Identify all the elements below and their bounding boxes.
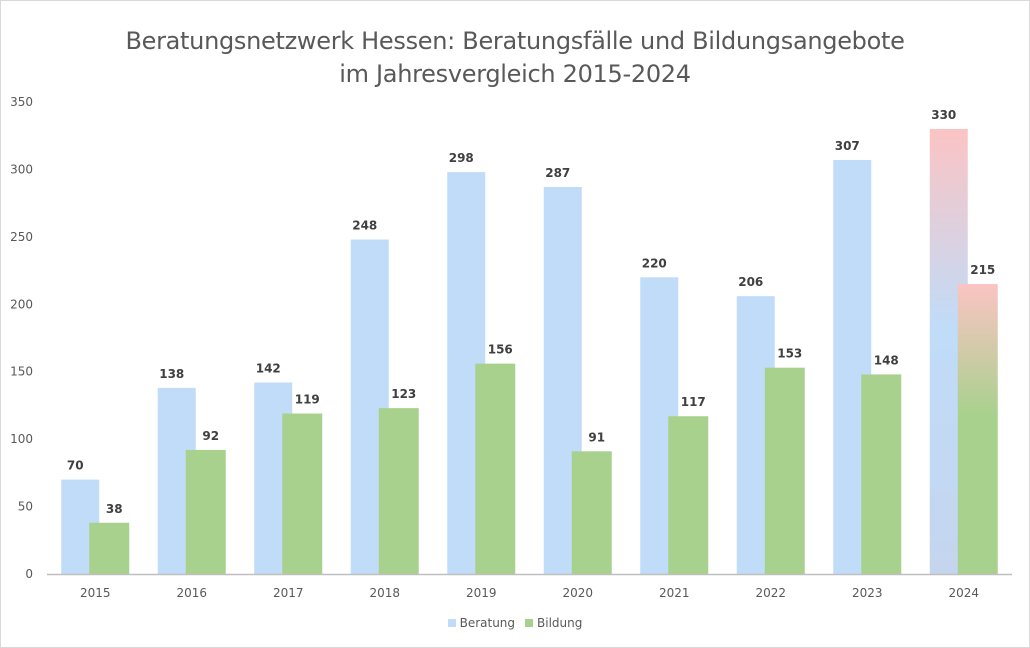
- chart-title-line-2: im Jahresvergleich 2015-2024: [339, 60, 691, 88]
- legend-swatch-bildung: [525, 619, 534, 627]
- x-tick-label-2017: 2017: [273, 586, 304, 600]
- bar-bildung-2016[interactable]: [185, 449, 226, 574]
- x-axis: 2015 2016 2017 2018 2019 2020 2021 2022 2023 2024: [47, 573, 1012, 600]
- bar-bildung-2018[interactable]: [378, 408, 419, 574]
- x-tick-label-2022: 2022: [755, 586, 786, 600]
- y-tick-label: 100: [10, 432, 33, 446]
- data-label-bildung-2015: 38: [106, 502, 123, 516]
- data-label-bildung-2024: 215: [970, 263, 995, 277]
- data-label-beratung-2023: 307: [835, 139, 860, 153]
- y-tick-label: 150: [10, 365, 33, 379]
- y-tick-label: 300: [10, 162, 33, 176]
- bar-bildung-2023[interactable]: [861, 374, 902, 574]
- bar-bildung-2021[interactable]: [668, 416, 709, 574]
- data-label-beratung-2022: 206: [738, 275, 763, 289]
- bar-bildung-2020[interactable]: [571, 451, 612, 574]
- data-label-beratung-2017: 142: [256, 362, 281, 376]
- x-tick-label-2023: 2023: [852, 586, 883, 600]
- data-label-beratung-2015: 70: [67, 459, 84, 473]
- bars: [61, 128, 998, 574]
- y-tick-label: 200: [10, 297, 33, 311]
- data-label-bildung-2016: 92: [202, 429, 219, 443]
- data-label-beratung-2018: 248: [352, 219, 377, 233]
- bar-bildung-2024[interactable]: [957, 284, 998, 574]
- data-label-bildung-2021: 117: [681, 395, 706, 409]
- x-tick-label-2024: 2024: [948, 586, 979, 600]
- legend: Beratung Bildung: [0, 616, 1030, 630]
- data-label-beratung-2020: 287: [545, 166, 570, 180]
- data-label-beratung-2021: 220: [642, 256, 667, 270]
- y-tick-label: 350: [10, 95, 33, 109]
- data-label-bildung-2018: 123: [391, 387, 416, 401]
- legend-label-beratung: Beratung: [459, 616, 516, 630]
- bar-bildung-2022[interactable]: [764, 367, 805, 574]
- x-tick-label-2019: 2019: [466, 586, 497, 600]
- y-tick-label: 50: [18, 500, 33, 514]
- legend-item-bildung[interactable]: Bildung: [525, 616, 582, 630]
- data-label-beratung-2024: 330: [931, 108, 956, 122]
- data-label-beratung-2019: 298: [449, 151, 474, 165]
- data-label-beratung-2016: 138: [159, 367, 184, 381]
- x-tick-label-2021: 2021: [659, 586, 690, 600]
- data-label-bildung-2020: 91: [588, 430, 605, 444]
- legend-item-beratung[interactable]: Beratung: [447, 616, 516, 630]
- x-tick-label-2020: 2020: [562, 586, 593, 600]
- bar-bildung-2019[interactable]: [475, 363, 516, 574]
- data-label-bildung-2023: 148: [874, 353, 899, 367]
- data-label-bildung-2019: 156: [488, 343, 513, 357]
- legend-swatch-beratung: [447, 619, 456, 627]
- y-tick-label: 0: [25, 567, 33, 581]
- bar-bildung-2015[interactable]: [89, 522, 130, 574]
- legend-label-bildung: Bildung: [537, 616, 583, 630]
- data-labels: 70 38 138 92 142 119 248 123 298 156 287 91 220 117 20…: [67, 108, 995, 516]
- bar-bildung-2017[interactable]: [282, 413, 323, 574]
- data-label-bildung-2017: 119: [295, 393, 320, 407]
- data-label-bildung-2022: 153: [777, 347, 802, 361]
- x-tick-label-2015: 2015: [80, 586, 111, 600]
- y-axis: 0 50 100 150 200 250 300 350: [10, 95, 33, 581]
- x-tick-label-2016: 2016: [176, 586, 207, 600]
- chart-title-line-1: Beratungsnetzwerk Hessen: Beratungsfälle…: [125, 27, 905, 55]
- x-tick-label-2018: 2018: [369, 586, 400, 600]
- y-tick-label: 250: [10, 230, 33, 244]
